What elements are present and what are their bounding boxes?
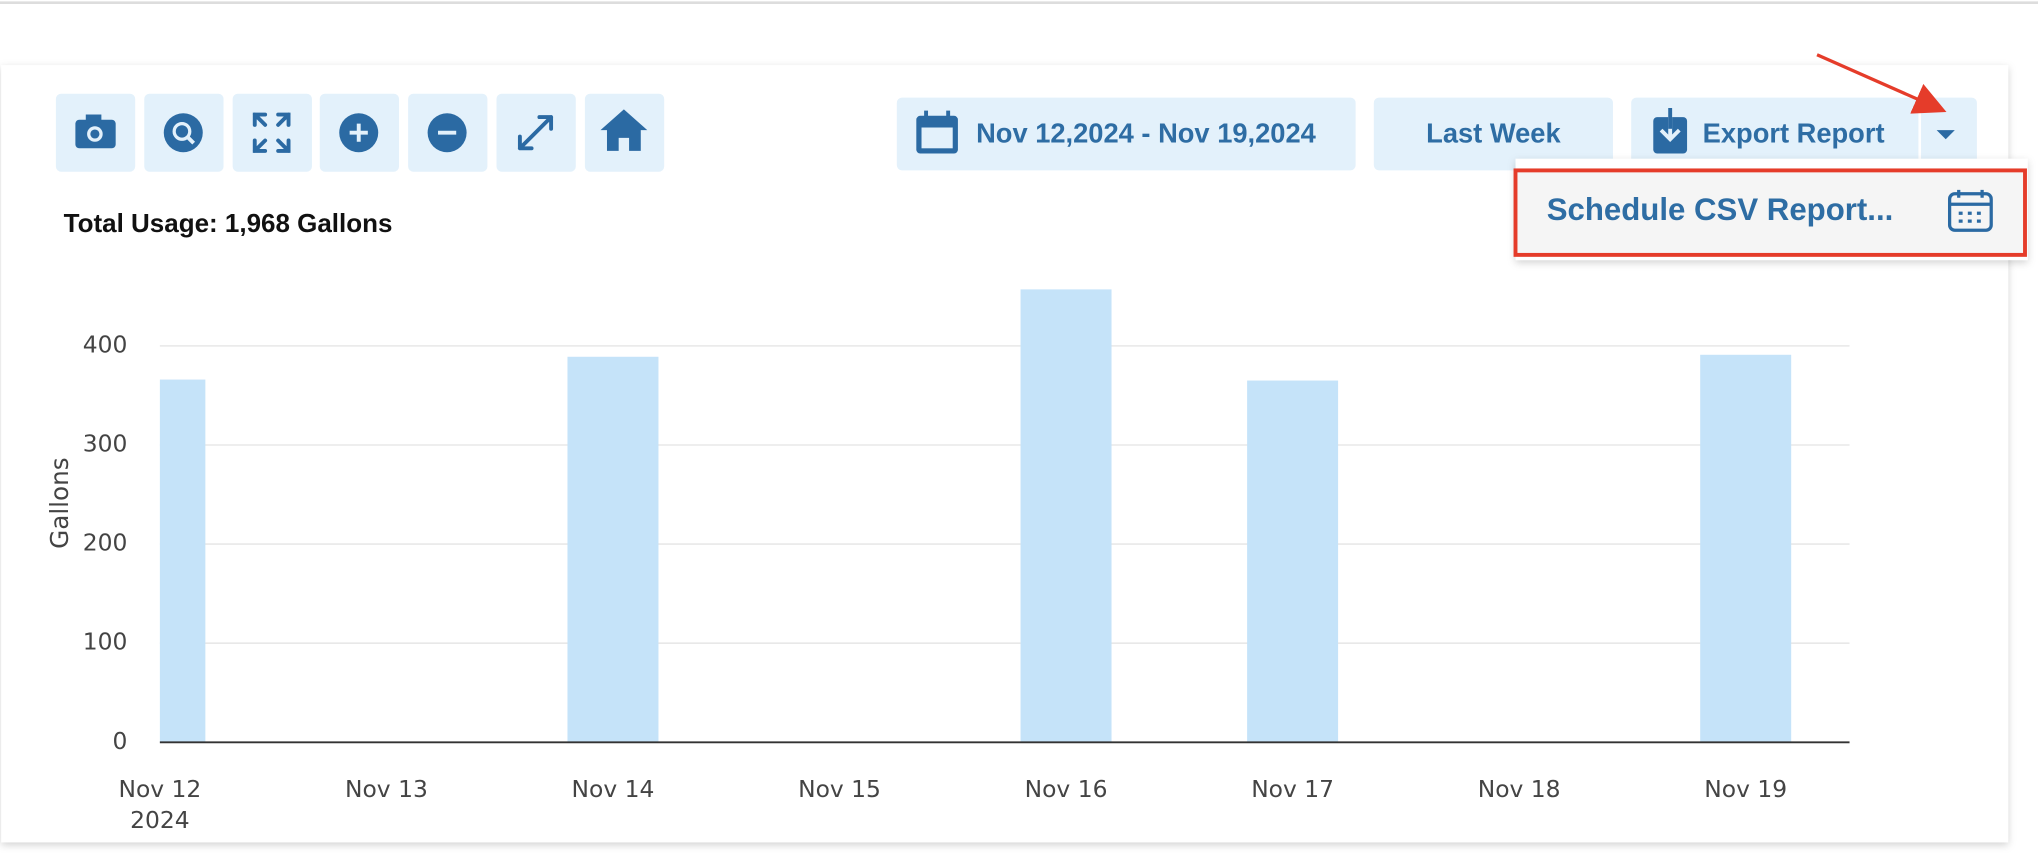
y-tick-label: 300 <box>83 429 128 457</box>
y-tick-label: 100 <box>83 628 128 656</box>
x-tick-label: Nov 12 <box>118 775 201 803</box>
toolbar <box>55 93 665 172</box>
x-tick-year: 2024 <box>130 806 189 834</box>
zoom-button[interactable] <box>144 93 224 172</box>
autoscale-button[interactable] <box>232 93 312 172</box>
last-week-button[interactable]: Last Week <box>1373 97 1613 171</box>
bar <box>1247 380 1339 743</box>
x-tick-label: Nov 19 <box>1704 775 1787 803</box>
download-plot-button[interactable] <box>55 93 136 172</box>
x-tick-label: Nov 15 <box>798 775 881 803</box>
axis-labels: 0 100 200 300 400 Nov 12 2024 Nov 13 Nov 14 Nov 1… <box>83 330 1787 834</box>
export-report-button[interactable]: Export Report <box>1631 97 1977 171</box>
last-week-text: Last Week <box>1426 118 1561 149</box>
y-tick-label: 400 <box>83 330 128 358</box>
export-report-text: Export Report <box>1703 118 1885 149</box>
x-tick-label: Nov 18 <box>1478 775 1561 803</box>
zoom-out-button[interactable] <box>408 93 488 172</box>
date-range-button[interactable]: Nov 12,2024 - Nov 19,2024 <box>896 97 1356 171</box>
bar <box>1700 354 1792 743</box>
reset-axes-button[interactable] <box>496 93 576 172</box>
bars <box>159 289 1792 743</box>
home-button[interactable] <box>584 93 665 172</box>
x-tick-label: Nov 17 <box>1251 775 1334 803</box>
x-tick-label: Nov 16 <box>1025 775 1108 803</box>
bar <box>159 379 206 743</box>
bar <box>567 356 659 743</box>
date-range-text: Nov 12,2024 - Nov 19,2024 <box>976 118 1317 149</box>
y-tick-label: 0 <box>112 727 127 755</box>
zoom-in-button[interactable] <box>319 93 400 172</box>
annotation-arrow <box>1816 53 1947 114</box>
y-tick-label: 200 <box>83 529 128 557</box>
schedule-csv-text: Schedule CSV Report... <box>1547 192 1894 227</box>
dropdown-menu: Schedule CSV Report... <box>1513 158 2028 261</box>
y-axis-label: Gallons <box>45 457 74 549</box>
x-tick-label: Nov 13 <box>345 775 428 803</box>
total-usage: Total Usage: 1,968 Gallons <box>64 208 393 238</box>
bar <box>1020 289 1112 743</box>
schedule-csv-item[interactable]: Schedule CSV Report... <box>1513 168 2027 257</box>
x-tick-label: Nov 14 <box>572 775 655 803</box>
